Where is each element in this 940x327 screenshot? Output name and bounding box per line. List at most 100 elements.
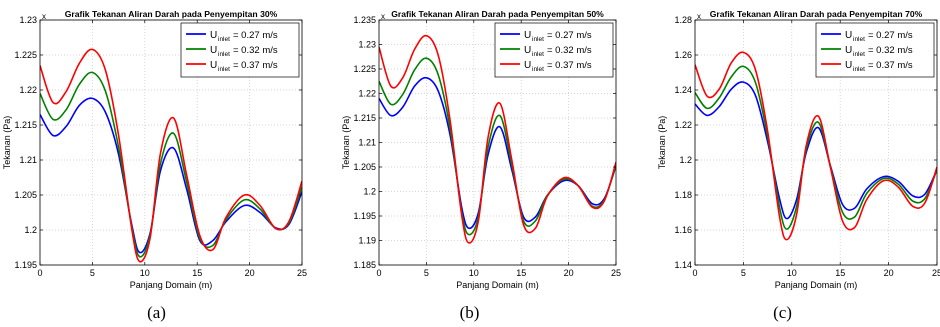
series-line <box>40 97 302 254</box>
x-axis-label: Panjang Domain (m) <box>456 280 539 290</box>
y-tick-label: 1.28 <box>674 15 692 25</box>
chart-title: Grafik Tekanan Aliran Darah pada Penyemp… <box>710 9 923 19</box>
y-tick-label: 1.215 <box>14 120 37 130</box>
title-backdrop <box>701 9 931 19</box>
y-tick-label: 1.22 <box>674 120 692 130</box>
x-tick-label: 25 <box>297 268 307 278</box>
axes-box <box>39 19 303 266</box>
x-tick-label: 5 <box>90 268 95 278</box>
y-tick-label: 1.2 <box>679 155 692 165</box>
chart-caption: (b) <box>459 303 480 322</box>
chart-panel-b: (b) 0 5 10 15 20 25 1.185 1.19 1.195 1.2 1.205 1.21… <box>313 0 626 327</box>
x-tick-label: 15 <box>835 268 845 278</box>
legend-box <box>494 22 614 78</box>
legend-label-value: = 0.27 m/s <box>868 30 913 41</box>
y-tick-label: 1.19 <box>358 236 376 246</box>
y-tick-label: 1.225 <box>353 64 376 74</box>
y-tick-label: 1.14 <box>674 260 692 270</box>
legend-label-sub: inlet <box>218 51 230 58</box>
x-tick-label: 0 <box>37 268 42 278</box>
x-tick-label: 20 <box>564 268 574 278</box>
x-tick-label: 20 <box>245 268 255 278</box>
y-tick-label: 1.26 <box>674 50 692 60</box>
series-line <box>40 48 302 263</box>
y-tick-label: 1.23 <box>19 15 37 25</box>
y-tick-label: 1.225 <box>14 50 37 60</box>
y-tick-label: 1.21 <box>358 138 376 148</box>
legend-label-value: = 0.32 m/s <box>233 45 278 56</box>
chart-svg: 0 5 10 15 20 25 1.14 1.16 1.18 1.2 1.22 1.24 1.26 1.2… <box>657 9 940 290</box>
legend-label-sub: inlet <box>853 66 865 73</box>
legend-label-value: = 0.32 m/s <box>868 45 913 56</box>
y-axis-label: Tekanan (Pa) <box>657 116 667 170</box>
y-tick-label: 1.23 <box>358 40 376 50</box>
y-axis-label: Tekanan (Pa) <box>341 116 351 170</box>
y-tick-label: 1.205 <box>14 190 37 200</box>
legend-label-u: U <box>524 60 531 71</box>
y-tick-label: 1.235 <box>353 15 376 25</box>
legend-label-u: U <box>524 30 531 41</box>
y-tick-label: 1.16 <box>674 225 692 235</box>
chart-title: Grafik Tekanan Aliran Darah pada Penyemp… <box>65 9 278 19</box>
legend-label-sub: inlet <box>218 36 230 43</box>
chart-svg: 0 5 10 15 20 25 1.195 1.2 1.205 1.21 1.215 1.22 1.22… <box>2 9 307 290</box>
legend-label-sub: inlet <box>532 36 544 43</box>
y-tick-label: 1.2 <box>363 187 376 197</box>
legend-box <box>180 22 300 78</box>
x-tick-label: 0 <box>692 268 697 278</box>
x-tick-label: 20 <box>884 268 894 278</box>
y-tick-label: 1.2 <box>24 225 37 235</box>
chart-caption: (c) <box>773 303 792 322</box>
legend-label-u: U <box>845 30 852 41</box>
legend-label-value: = 0.37 m/s <box>868 60 913 71</box>
y-tick-label: 1.24 <box>674 85 692 95</box>
series-line <box>40 71 302 258</box>
x-tick-label: 5 <box>741 268 746 278</box>
legend-label-u: U <box>524 45 531 56</box>
legend-label-sub: inlet <box>532 66 544 73</box>
x-tick-label: 25 <box>932 268 940 278</box>
y-tick-label: 1.215 <box>353 113 376 123</box>
legend-box <box>815 22 935 78</box>
y-tick-label: 1.21 <box>19 155 37 165</box>
x-axis-label: Panjang Domain (m) <box>130 280 213 290</box>
y-tick-label: 1.205 <box>353 162 376 172</box>
legend-label-value: = 0.27 m/s <box>233 30 278 41</box>
x-axis-label: Panjang Domain (m) <box>775 280 858 290</box>
legend-label-u: U <box>845 45 852 56</box>
legend-label-sub: inlet <box>853 36 865 43</box>
x-tick-label: 10 <box>140 268 150 278</box>
x-tick-label: 10 <box>469 268 479 278</box>
x-tick-label: 5 <box>424 268 429 278</box>
chart-title: Grafik Tekanan Aliran Darah pada Penyemp… <box>391 9 604 19</box>
y-axis-label: Tekanan (Pa) <box>2 116 12 170</box>
legend-label-u: U <box>845 60 852 71</box>
y-tick-label: 1.22 <box>19 85 37 95</box>
y-tick-label: 1.22 <box>358 89 376 99</box>
chart-panel-c: (c) 0 5 10 15 20 25 1.14 1.16 1.18 1.2 1.22 1.24 1.2… <box>626 0 940 327</box>
x-tick-label: 25 <box>611 268 621 278</box>
axes-box <box>694 19 938 266</box>
legend-label-value: = 0.37 m/s <box>547 60 592 71</box>
title-backdrop <box>385 9 610 19</box>
legend-label-value: = 0.32 m/s <box>547 45 592 56</box>
x-tick-label: 15 <box>192 268 202 278</box>
chart-caption: (a) <box>147 303 166 322</box>
legend-label-u: U <box>210 60 217 71</box>
chart-svg: 0 5 10 15 20 25 1.185 1.19 1.195 1.2 1.205 1.21 1.21… <box>341 9 621 290</box>
legend-label-sub: inlet <box>853 51 865 58</box>
y-tick-label: 1.185 <box>353 260 376 270</box>
legend-label-u: U <box>210 45 217 56</box>
title-backdrop <box>46 9 296 19</box>
y-tick-label: 1.18 <box>674 190 692 200</box>
series-line <box>695 51 937 241</box>
x-tick-label: 15 <box>516 268 526 278</box>
legend-label-sub: inlet <box>532 51 544 58</box>
legend-label-sub: inlet <box>218 66 230 73</box>
chart-panel-a: (a) 0 5 10 15 20 25 1.195 1.2 1.205 1.21 1.215 1.22… <box>0 0 313 327</box>
x-tick-label: 10 <box>787 268 797 278</box>
series-line <box>379 34 616 244</box>
legend-label-u: U <box>210 30 217 41</box>
x-tick-label: 0 <box>376 268 381 278</box>
legend-label-value: = 0.27 m/s <box>547 30 592 41</box>
